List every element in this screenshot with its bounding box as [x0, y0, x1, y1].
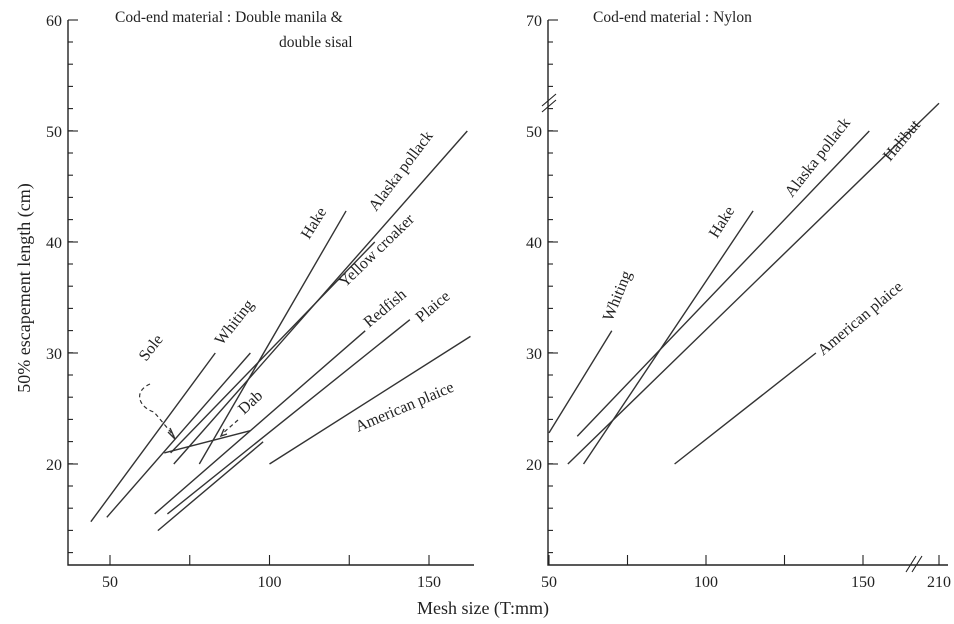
right-panel: 20 30 40 50 70 50 100 150 210 Cod-end material : …	[526, 9, 951, 591]
panel-2-title: Cod-end material : Nylon	[593, 9, 752, 26]
y-tick-label: 60	[46, 13, 62, 30]
series-label-sole: Sole	[136, 332, 167, 365]
x-tick-label: 150	[417, 574, 441, 591]
series-line-halibut	[567, 102, 940, 465]
x-tick-label: 150	[851, 574, 875, 591]
series-line-yellow-croaker	[170, 241, 376, 454]
series-label-dab: Dab	[235, 387, 266, 418]
y-tick-label: 40	[46, 235, 62, 252]
y-tick-label: 30	[46, 346, 62, 363]
sole-arrowhead	[167, 427, 176, 440]
series-label-plaice: Plaice	[413, 288, 454, 326]
x-axis-label: Mesh size (T:mm)	[417, 598, 549, 619]
series-line-unnamed	[157, 441, 264, 532]
panel-1-title-line2: double sisal	[279, 34, 353, 51]
panel-1-title: Cod-end material : Double manila &	[115, 9, 343, 26]
series-label-whiting: Whiting	[600, 269, 635, 324]
series-line-alaska-pollack	[576, 130, 870, 437]
series-line-whiting	[548, 330, 613, 434]
dab-leader-arrow	[221, 419, 239, 435]
x-axis-break	[905, 555, 923, 573]
series-line-hake	[198, 210, 347, 465]
series-line-american-plaice	[674, 352, 817, 465]
series-label-hake: Hake	[706, 203, 738, 241]
x-tick-label: 50	[541, 574, 557, 591]
panel-2-axes	[547, 20, 948, 566]
y-tick-label: 50	[46, 124, 62, 141]
series-label-halibut: Halibut	[880, 116, 924, 164]
series-label-redfish: Redfish	[361, 286, 410, 331]
y-axis-label: 50% escapement length (cm)	[14, 183, 35, 392]
panel-1-axes	[67, 20, 474, 566]
series-label-american-plaice: American plaice	[815, 278, 907, 359]
y-tick-label: 20	[526, 457, 542, 474]
left-panel: 20 30 40 50 60 50 100 150 Cod-end material : Dou…	[46, 9, 474, 591]
x-tick-label: 210	[927, 574, 951, 591]
dab-arrowhead	[219, 428, 228, 438]
series-line-whiting	[106, 352, 251, 518]
sole-leader-arrow	[139, 383, 175, 437]
series-label-hake: Hake	[298, 204, 330, 242]
x-tick-label: 50	[102, 574, 118, 591]
series-label-whiting: Whiting	[212, 297, 258, 349]
y-tick-label: 40	[526, 235, 542, 252]
y-tick-label: 20	[46, 457, 62, 474]
series-line-hake	[582, 210, 754, 465]
series-line-dab	[164, 430, 251, 454]
series-line-american-plaice	[269, 335, 471, 465]
y-tick-label: 70	[526, 13, 542, 30]
series-label-yellow-croaker: Yellow croaker	[336, 210, 418, 290]
series-label-alaska-pollack: Alaska pollack	[366, 128, 437, 215]
series-line-redfish	[154, 330, 366, 515]
y-axis-break	[541, 93, 557, 113]
series-line-sole	[90, 352, 216, 523]
series-label-american-plaice: American plaice	[353, 379, 457, 436]
x-tick-label: 100	[694, 574, 718, 591]
y-tick-label: 50	[526, 124, 542, 141]
series-line-plaice	[166, 319, 411, 515]
y-tick-label: 30	[526, 346, 542, 363]
x-tick-label: 100	[258, 574, 282, 591]
